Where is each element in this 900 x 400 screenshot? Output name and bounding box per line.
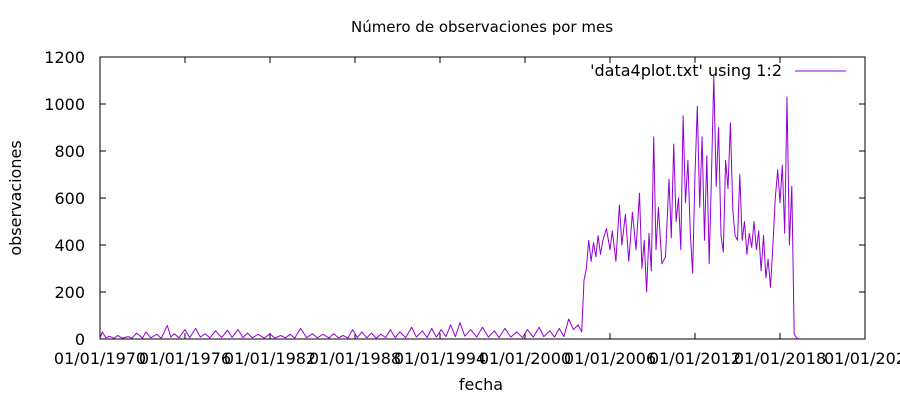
- x-tick-label: 01/01/1982: [224, 349, 316, 368]
- x-axis: 01/01/197001/01/197601/01/198201/01/1988…: [54, 57, 900, 368]
- y-tick-label: 600: [54, 189, 85, 208]
- series-group: [99, 75, 800, 340]
- legend: 'data4plot.txt' using 1:2: [590, 61, 846, 80]
- x-tick-label: 01/01/2018: [734, 349, 826, 368]
- x-tick-label: 01/01/1988: [309, 349, 401, 368]
- x-tick-label: 01/01/2012: [649, 349, 741, 368]
- plot-frame: [99, 56, 866, 340]
- y-tick-label: 0: [75, 330, 85, 349]
- x-axis-label: fecha: [459, 375, 503, 394]
- series-line: [99, 75, 800, 340]
- x-tick-label: 01/01/2006: [564, 349, 656, 368]
- y-tick-label: 1000: [44, 95, 85, 114]
- x-tick-label: 01/01/202: [824, 349, 900, 368]
- x-tick-label: 01/01/1970: [54, 349, 146, 368]
- y-axis: 0 200 400 600 800 1000 1200: [44, 48, 865, 349]
- y-axis-label: observaciones: [6, 140, 25, 255]
- y-tick-label: 800: [54, 142, 85, 161]
- chart-title: Número de observaciones por mes: [351, 18, 613, 36]
- x-tick-label: 01/01/2000: [479, 349, 571, 368]
- y-tick-label: 400: [54, 236, 85, 255]
- x-tick-label: 01/01/1976: [139, 349, 231, 368]
- x-tick-label: 01/01/1994: [394, 349, 486, 368]
- y-tick-label: 200: [54, 283, 85, 302]
- legend-label: 'data4plot.txt' using 1:2: [590, 61, 782, 80]
- y-tick-label: 1200: [44, 48, 85, 67]
